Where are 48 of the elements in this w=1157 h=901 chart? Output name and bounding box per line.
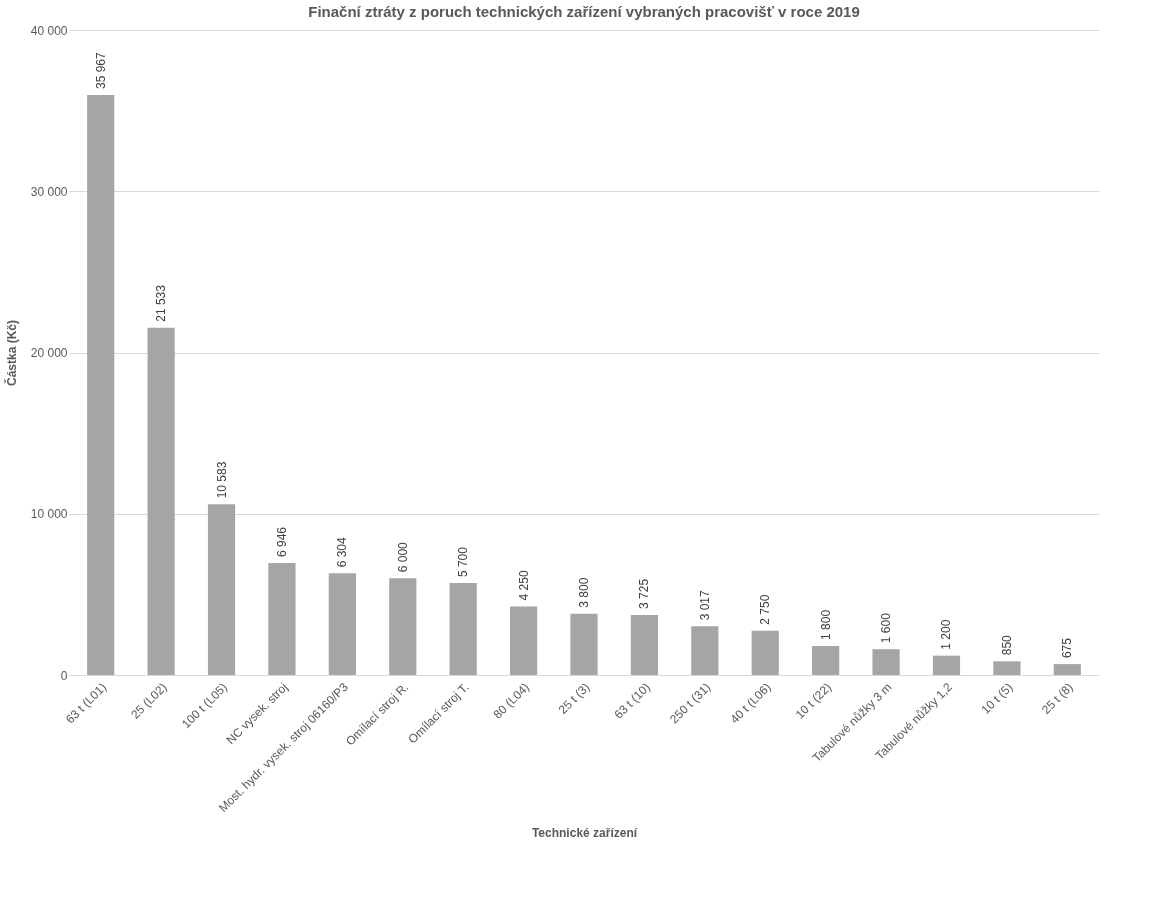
data-label: 3 725: [637, 578, 652, 609]
bar: [268, 563, 296, 675]
x-tick-label: 10 t (5): [978, 680, 1016, 717]
data-label: 2 750: [758, 594, 773, 625]
bar: [207, 504, 236, 675]
bar: [872, 649, 900, 675]
bar: [751, 630, 779, 675]
data-label: 10 583: [214, 461, 229, 499]
y-tick-label: 20 000: [30, 346, 68, 360]
data-label: 4 250: [516, 570, 531, 601]
data-label: 3 017: [697, 590, 712, 621]
data-label: 3 800: [577, 577, 591, 608]
x-tick-label: 25 t (8): [1038, 680, 1076, 717]
y-tick-label: 0: [60, 668, 68, 683]
x-tick-label: 10 t (22): [792, 680, 835, 722]
bar: [87, 95, 115, 675]
bar: [993, 661, 1021, 675]
data-label: 5 700: [456, 546, 471, 578]
bar: [630, 614, 658, 675]
y-tick-label: 30 000: [30, 184, 68, 199]
x-tick-label: 63 t (10): [611, 680, 653, 722]
x-tick-label: 25 t (3): [555, 680, 593, 717]
data-label: 850: [999, 634, 1014, 656]
data-label: 1 800: [818, 609, 833, 640]
data-label: 6 304: [335, 536, 350, 568]
data-label: 675: [1060, 637, 1075, 659]
bar: [812, 645, 840, 675]
bar: [932, 655, 961, 675]
data-label: 6 946: [274, 526, 289, 557]
bar: [328, 573, 356, 675]
data-label: 21 533: [154, 284, 169, 322]
bar: [449, 583, 477, 675]
y-tick-label: 40 000: [30, 23, 68, 38]
bar: [510, 606, 538, 675]
bar: [147, 327, 175, 675]
data-label: 1 200: [939, 619, 954, 650]
x-axis-title: Technické zařízení: [531, 826, 638, 841]
bar: [1053, 664, 1081, 675]
bar: [570, 613, 598, 675]
y-tick-label: 10 000: [30, 507, 68, 522]
chart-title: Finační ztráty z poruch technických zařízení vybraných pracovišť v roce 2019: [308, 3, 860, 20]
x-tick-label: 250 t (31): [667, 680, 714, 727]
data-label: 6 000: [395, 541, 410, 573]
bar: [389, 578, 417, 675]
bar: [691, 626, 719, 675]
data-label: 1 600: [879, 612, 894, 644]
data-label: 35 967: [93, 52, 108, 90]
y-axis-title: Částka (Kč): [3, 319, 19, 387]
